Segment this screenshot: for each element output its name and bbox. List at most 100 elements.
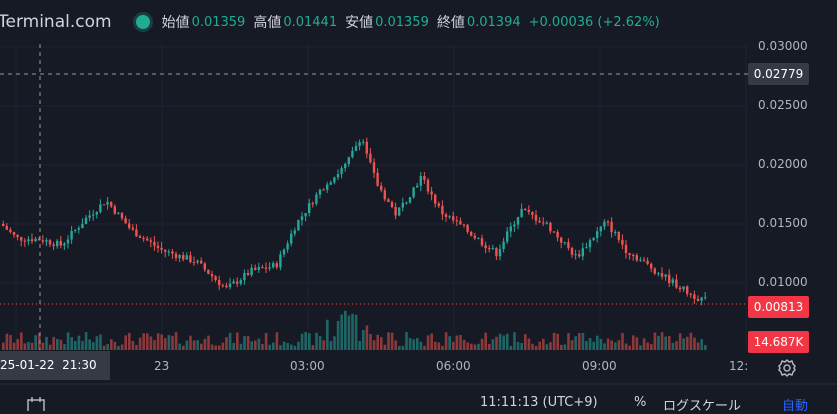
- volume-bar: [480, 338, 484, 350]
- symbol-header: Terminal.com 始値 0.01359 高値 0.01441 安値 0.…: [0, 0, 668, 44]
- volume-bar: [700, 339, 703, 350]
- volume-bar: [542, 338, 545, 350]
- candle-body: [257, 267, 260, 270]
- last-price-label: 0.00813: [748, 296, 809, 318]
- candle-body: [70, 230, 73, 240]
- candle-body: [282, 249, 286, 255]
- candle-body: [401, 202, 404, 208]
- candle-body: [538, 220, 541, 223]
- volume-bar: [376, 334, 379, 350]
- volume-bar: [135, 345, 138, 350]
- volume-bar: [236, 332, 239, 350]
- volume-bar: [452, 341, 455, 350]
- auto-scale-toggle[interactable]: 自動: [782, 399, 809, 414]
- candle-body: [617, 232, 620, 240]
- volume-bar: [70, 337, 73, 350]
- candle-body: [20, 237, 23, 241]
- candle-body: [264, 267, 268, 269]
- volume-bar: [250, 341, 253, 350]
- volume-bar: [628, 345, 631, 350]
- candle-body: [603, 221, 606, 227]
- volume-bar: [110, 339, 113, 350]
- volume-bar: [156, 333, 160, 350]
- volume-bar: [146, 333, 149, 350]
- volume-bar: [261, 344, 264, 350]
- candle-body: [599, 226, 602, 232]
- candle-body: [491, 247, 494, 249]
- volume-bar: [423, 345, 426, 350]
- candle-body: [329, 182, 332, 185]
- volume-bar: [38, 333, 41, 350]
- candle-body: [614, 232, 617, 234]
- candle-body: [408, 197, 412, 203]
- candle-body: [545, 222, 548, 224]
- calendar-icon[interactable]: [26, 397, 46, 411]
- candle-body: [696, 298, 700, 301]
- candle-body: [376, 172, 379, 186]
- candle-body: [704, 297, 707, 299]
- candle-body: [228, 283, 232, 288]
- volume-bar: [77, 335, 81, 350]
- volume-value-label: 14.687K: [748, 331, 809, 353]
- volume-bar: [592, 341, 595, 350]
- candle-body: [344, 163, 347, 169]
- volume-bar: [552, 332, 556, 350]
- candle-body: [9, 229, 12, 233]
- volume-bar: [297, 341, 300, 350]
- volume-bar: [660, 332, 664, 350]
- volume-bar: [642, 338, 646, 350]
- candle-body: [182, 255, 185, 260]
- volume-bar: [549, 342, 552, 350]
- price-tick-3: 0.01500: [758, 216, 808, 230]
- gear-icon[interactable]: [776, 357, 798, 379]
- volume-bar: [704, 345, 707, 350]
- candle-body: [628, 252, 631, 256]
- candle-body: [682, 286, 685, 290]
- close-label: 終値: [436, 15, 465, 31]
- volume-bar: [412, 339, 415, 350]
- candle-body: [23, 240, 26, 242]
- candle-body: [218, 279, 221, 286]
- volume-bar: [405, 332, 408, 350]
- candle-body: [315, 194, 318, 204]
- candle-body: [261, 267, 264, 269]
- volume-bar: [444, 332, 448, 350]
- volume-bar: [117, 345, 120, 350]
- candle-body: [210, 273, 214, 277]
- candle-body: [120, 212, 124, 219]
- candle-body: [340, 168, 343, 175]
- volume-bar: [264, 333, 268, 350]
- candle-body: [369, 153, 372, 163]
- volume-bar: [588, 338, 592, 350]
- time-tick-0900: 09:00: [582, 359, 617, 373]
- candle-body: [63, 243, 66, 246]
- log-scale-toggle[interactable]: ログスケール: [663, 399, 742, 414]
- volume-bar: [430, 333, 433, 350]
- volume-bar: [664, 336, 667, 350]
- volume-bar: [214, 345, 217, 350]
- market-status-icon[interactable]: [135, 15, 150, 29]
- candle-body: [164, 249, 167, 252]
- volume-bar: [567, 333, 570, 350]
- volume-bar: [524, 334, 527, 350]
- volume-bar: [59, 339, 63, 350]
- volume-bar: [585, 341, 588, 350]
- candle-body: [542, 222, 545, 224]
- percent-toggle[interactable]: %: [634, 395, 647, 410]
- volume-bar: [498, 333, 502, 350]
- volume-bar: [351, 313, 354, 350]
- candle-body: [95, 212, 98, 215]
- candle-body: [448, 216, 451, 218]
- brand-title: Terminal.com: [0, 12, 112, 32]
- candle-body: [124, 218, 127, 224]
- candle-body: [657, 273, 660, 275]
- volume-bar: [23, 343, 27, 350]
- volume-bar: [635, 337, 639, 350]
- volume-bar: [682, 338, 685, 350]
- candle-body: [146, 238, 149, 241]
- clock-readout[interactable]: 11:11:13 (UTC+9): [480, 395, 598, 410]
- candle-body: [45, 240, 48, 242]
- volume-bar: [113, 341, 117, 350]
- volume-bar: [81, 340, 84, 350]
